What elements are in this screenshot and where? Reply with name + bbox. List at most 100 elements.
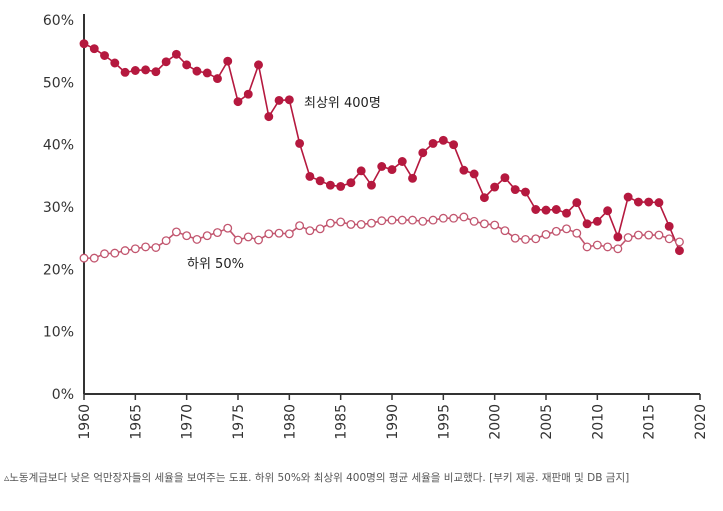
y-tick-label: 60% — [43, 13, 74, 29]
bottom-50-point — [89, 253, 99, 263]
tax-rate-chart: 0% 10% 20% 30% 40% 50% 60% 1960 1965 1970 1975 1980… — [43, 13, 709, 440]
top-400-point — [141, 65, 151, 75]
bottom-50-point — [130, 244, 140, 254]
bottom-50-point — [459, 212, 469, 222]
bottom-50-point — [521, 234, 530, 244]
bottom-50-point — [110, 248, 120, 258]
top-400-point — [100, 51, 109, 60]
bottom-50-point — [500, 226, 510, 236]
x-tick-label: 2015 — [642, 404, 658, 440]
top-400-point — [192, 66, 202, 76]
top-400-point — [664, 221, 674, 231]
y-tick-label: 0% — [52, 387, 74, 403]
bottom-50-point — [664, 234, 674, 244]
top-400-point — [110, 58, 120, 68]
top-400-point — [510, 185, 520, 194]
bottom-50-point — [387, 215, 397, 225]
top-400-point — [551, 205, 561, 214]
top-400-point — [459, 165, 469, 175]
bottom-50-point — [675, 237, 684, 247]
bottom-50-point — [182, 231, 192, 241]
x-tick-label: 1960 — [77, 404, 93, 440]
top-400-point — [438, 135, 448, 145]
bottom-50-point — [449, 213, 459, 223]
top-400-point — [274, 95, 284, 105]
x-tick-label: 2010 — [590, 404, 606, 440]
top-400-point — [171, 49, 181, 59]
x-tick-label: 2020 — [693, 404, 709, 440]
top-400-point — [603, 206, 613, 216]
top-400-point — [295, 138, 305, 148]
top-400-point — [325, 180, 335, 190]
bottom-50-point — [305, 226, 315, 236]
top-400-point — [202, 68, 212, 78]
bottom-50-point — [428, 215, 438, 225]
bottom-50-point — [151, 243, 161, 252]
top-400-point — [305, 172, 315, 181]
top-400-point — [408, 173, 417, 183]
top-400-point — [233, 97, 243, 107]
bottom-50-point — [284, 229, 294, 239]
top-400-point — [531, 205, 541, 214]
top-400-point — [633, 197, 643, 207]
top-400-point — [377, 162, 387, 171]
top-400-point — [243, 89, 253, 99]
x-tick-label: 1975 — [231, 404, 247, 440]
top-400-point — [254, 60, 263, 70]
bottom-50-point — [161, 236, 171, 246]
top-400-point — [89, 44, 99, 54]
top-400-point — [223, 56, 233, 66]
top-400-point — [387, 165, 397, 175]
chart-caption: ▵노동계급보다 낮은 억만장자들의 세율을 보여주는 도표. 하위 50%와 최… — [4, 472, 630, 484]
top-400-point — [213, 74, 222, 84]
bottom-50-point — [336, 217, 346, 227]
top-400-point — [418, 148, 428, 158]
x-tick-label: 1970 — [180, 404, 196, 440]
x-tick-label: 2005 — [539, 404, 555, 440]
bottom-50-point — [438, 213, 448, 223]
x-tick-label: 2000 — [488, 404, 504, 440]
bottom-50-point — [531, 234, 541, 244]
top-400-point — [367, 180, 376, 190]
bottom-50-point — [633, 230, 643, 240]
bottom-50-point — [490, 220, 500, 230]
bottom-50-point — [120, 246, 130, 256]
bottom-50-point — [346, 220, 356, 229]
bottom-50-point — [315, 224, 325, 234]
top-400-point — [490, 182, 500, 192]
bottom-50-point — [623, 233, 633, 242]
top-400-point — [562, 208, 571, 218]
bottom-50-point — [644, 230, 654, 240]
top-400-point — [315, 176, 325, 186]
y-tick-label: 20% — [43, 262, 74, 278]
top-400-point — [79, 39, 89, 49]
top-400-point — [541, 205, 551, 215]
bottom-50-point — [592, 240, 602, 250]
top-400-point — [654, 198, 664, 208]
bottom-50-point — [551, 226, 561, 236]
series-bottom-50 — [79, 212, 684, 263]
top-400-point — [428, 138, 438, 148]
bottom-50-point — [100, 249, 109, 259]
bottom-50-point — [562, 224, 571, 234]
bottom-50-point — [541, 229, 551, 239]
top-400-point — [284, 95, 294, 105]
bottom-50-point — [264, 229, 274, 239]
bottom-50-point — [233, 235, 243, 245]
series-label-bottom-50: 하위 50% — [187, 257, 244, 272]
y-tick-label: 50% — [43, 75, 74, 91]
bottom-50-point — [356, 220, 366, 229]
top-400-point — [120, 67, 130, 77]
top-400-point — [182, 60, 192, 70]
top-400-point — [336, 181, 346, 191]
bottom-50-point — [613, 244, 623, 254]
y-tick-label: 40% — [43, 138, 74, 154]
bottom-50-point — [479, 219, 489, 229]
bottom-50-point — [274, 228, 284, 238]
y-tick-label: 30% — [43, 200, 74, 216]
top-400-point — [521, 187, 530, 197]
top-400-point — [264, 112, 274, 122]
top-400-point — [644, 197, 654, 207]
bottom-50-point — [469, 216, 479, 226]
bottom-50-point — [254, 235, 263, 245]
